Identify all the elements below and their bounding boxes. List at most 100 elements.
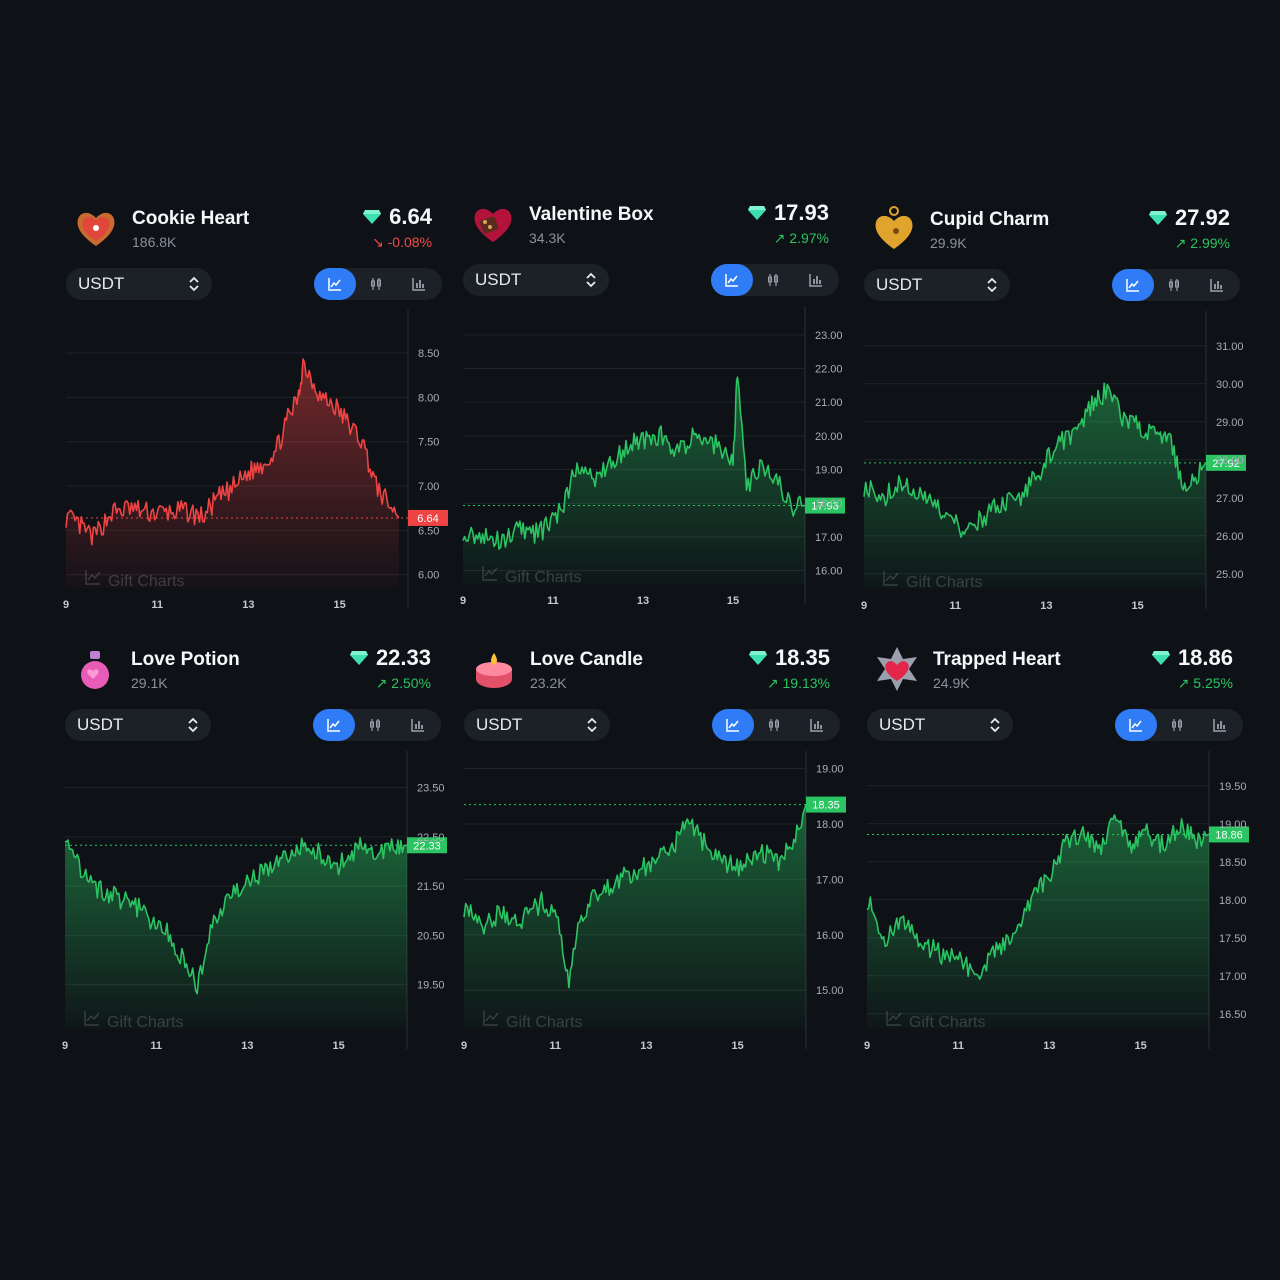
gift-card-cookie-heart[interactable]: Cookie Heart 186.8K 6.64 ↘ -0.08% USDT 6… xyxy=(63,200,448,620)
cookie-heart-icon xyxy=(77,212,115,246)
price-group: 22.33 xyxy=(349,645,431,671)
last-price-badge xyxy=(407,837,447,854)
y-tick-label: 26.00 xyxy=(1216,531,1244,543)
currency-select[interactable]: USDT xyxy=(66,268,212,300)
price-group: 18.35 xyxy=(748,645,830,671)
gift-card-trapped-heart[interactable]: Trapped Heart 24.9K 18.86 ↗ 5.25% USDT 1… xyxy=(864,641,1249,1061)
chevron-up-down-icon xyxy=(586,272,596,288)
currency-select[interactable]: USDT xyxy=(463,264,609,296)
gem-icon xyxy=(349,651,368,665)
bar-chart-button[interactable] xyxy=(1199,709,1241,741)
gift-card-love-potion[interactable]: Love Potion 29.1K 22.33 ↗ 2.50% USDT 22.… xyxy=(62,641,447,1061)
line-chart-button[interactable] xyxy=(313,709,355,741)
last-price-badge xyxy=(408,509,448,526)
y-tick-label: 8.00 xyxy=(418,392,439,404)
gift-price: 22.33 xyxy=(375,645,431,670)
y-tick-label: 21.50 xyxy=(417,881,445,893)
chart-type-toggle xyxy=(711,264,839,296)
gift-price: 18.35 xyxy=(774,645,830,670)
gift-price: 6.64 xyxy=(389,204,432,229)
gift-name: Cookie Heart xyxy=(132,208,250,229)
series-line xyxy=(463,804,807,989)
y-tick-label: 17.50 xyxy=(1219,933,1247,945)
candle-chart-button[interactable] xyxy=(753,264,795,296)
line-chart-button[interactable] xyxy=(711,264,753,296)
candle-chart-button[interactable] xyxy=(1157,709,1199,741)
gem-icon xyxy=(748,651,767,665)
gift-name: Love Candle xyxy=(530,649,643,670)
last-price-label: 27.92 xyxy=(1212,458,1240,470)
price-group: 17.93 xyxy=(747,200,829,226)
candlestick-icon xyxy=(768,274,778,286)
currency-select[interactable]: USDT xyxy=(65,709,211,741)
y-tick-label: 19.00 xyxy=(1219,819,1247,831)
currency-select[interactable]: USDT xyxy=(867,709,1013,741)
bar-chart-button[interactable] xyxy=(796,709,838,741)
watermark: Gift Charts xyxy=(483,1011,582,1031)
series-line xyxy=(462,376,806,550)
area-fill xyxy=(867,814,1209,1029)
bar-chart-button[interactable] xyxy=(398,268,440,300)
price-change: ↘ -0.08% xyxy=(372,234,432,250)
y-tick-label: 20.50 xyxy=(417,930,445,942)
bar-chart-icon xyxy=(1213,719,1226,732)
currency-select-value: USDT xyxy=(876,275,923,294)
y-tick-label: 15.00 xyxy=(816,985,844,997)
y-tick-label: 19.50 xyxy=(417,980,445,992)
x-tick-label: 11 xyxy=(150,1040,162,1052)
last-price-badge xyxy=(1206,454,1246,471)
gift-card-cupid-charm[interactable]: Cupid Charm 29.9K 27.92 ↗ 2.99% USDT 27.… xyxy=(861,201,1246,621)
price-change: ↗ 19.13% xyxy=(766,675,830,691)
chart-icon xyxy=(482,566,498,581)
x-tick-label: 13 xyxy=(640,1040,652,1052)
candle-chart-button[interactable] xyxy=(1154,269,1196,301)
line-chart-button[interactable] xyxy=(1115,709,1157,741)
bar-chart-button[interactable] xyxy=(795,264,837,296)
series-line xyxy=(866,814,1210,980)
gift-card-love-candle[interactable]: Love Candle 23.2K 18.35 ↗ 19.13% USDT 18… xyxy=(461,641,846,1061)
currency-select-value: USDT xyxy=(879,715,926,734)
price-group: 18.86 xyxy=(1151,645,1233,671)
chart-icon xyxy=(883,571,899,586)
bar-chart-icon xyxy=(1210,279,1223,292)
x-tick-label: 13 xyxy=(1043,1040,1055,1052)
y-tick-label: 18.00 xyxy=(815,498,843,510)
series-line xyxy=(863,382,1207,538)
line-chart-button[interactable] xyxy=(314,268,356,300)
bar-chart-button[interactable] xyxy=(1196,269,1238,301)
chevron-up-down-icon xyxy=(990,717,1000,733)
price-group: 27.92 xyxy=(1148,205,1230,231)
price-change: ↗ 2.50% xyxy=(375,675,431,691)
gift-card-valentine-box[interactable]: Valentine Box 34.3K 17.93 ↗ 2.97% USDT 1… xyxy=(460,196,845,616)
x-tick-label: 11 xyxy=(952,1040,964,1052)
gift-name: Trapped Heart xyxy=(933,649,1061,670)
candle-chart-button[interactable] xyxy=(355,709,397,741)
love-candle-icon xyxy=(476,653,512,688)
currency-select[interactable]: USDT xyxy=(864,269,1010,301)
x-tick-label: 15 xyxy=(731,1040,743,1052)
y-tick-label: 31.00 xyxy=(1216,341,1244,353)
y-tick-label: 18.00 xyxy=(1219,895,1247,907)
last-price-label: 22.33 xyxy=(413,840,441,852)
candlestick-icon xyxy=(769,719,779,731)
y-tick-label: 16.00 xyxy=(816,930,844,942)
gift-name: Cupid Charm xyxy=(930,209,1050,230)
x-tick-label: 13 xyxy=(1040,600,1052,612)
x-tick-label: 9 xyxy=(461,1040,467,1052)
candle-chart-button[interactable] xyxy=(356,268,398,300)
gem-icon xyxy=(747,206,766,220)
line-chart-button[interactable] xyxy=(712,709,754,741)
line-chart-button[interactable] xyxy=(1112,269,1154,301)
currency-select-value: USDT xyxy=(77,715,124,734)
currency-select[interactable]: USDT xyxy=(464,709,610,741)
chevron-up-down-icon xyxy=(987,277,997,293)
last-price-label: 17.93 xyxy=(811,501,839,513)
candle-chart-button[interactable] xyxy=(754,709,796,741)
y-tick-label: 6.00 xyxy=(418,570,439,582)
gem-icon xyxy=(1151,651,1170,665)
y-tick-label: 19.50 xyxy=(1219,781,1247,793)
chart-type-toggle xyxy=(313,709,441,741)
x-tick-label: 11 xyxy=(549,1040,561,1052)
bar-chart-button[interactable] xyxy=(397,709,439,741)
currency-select-value: USDT xyxy=(475,270,522,289)
